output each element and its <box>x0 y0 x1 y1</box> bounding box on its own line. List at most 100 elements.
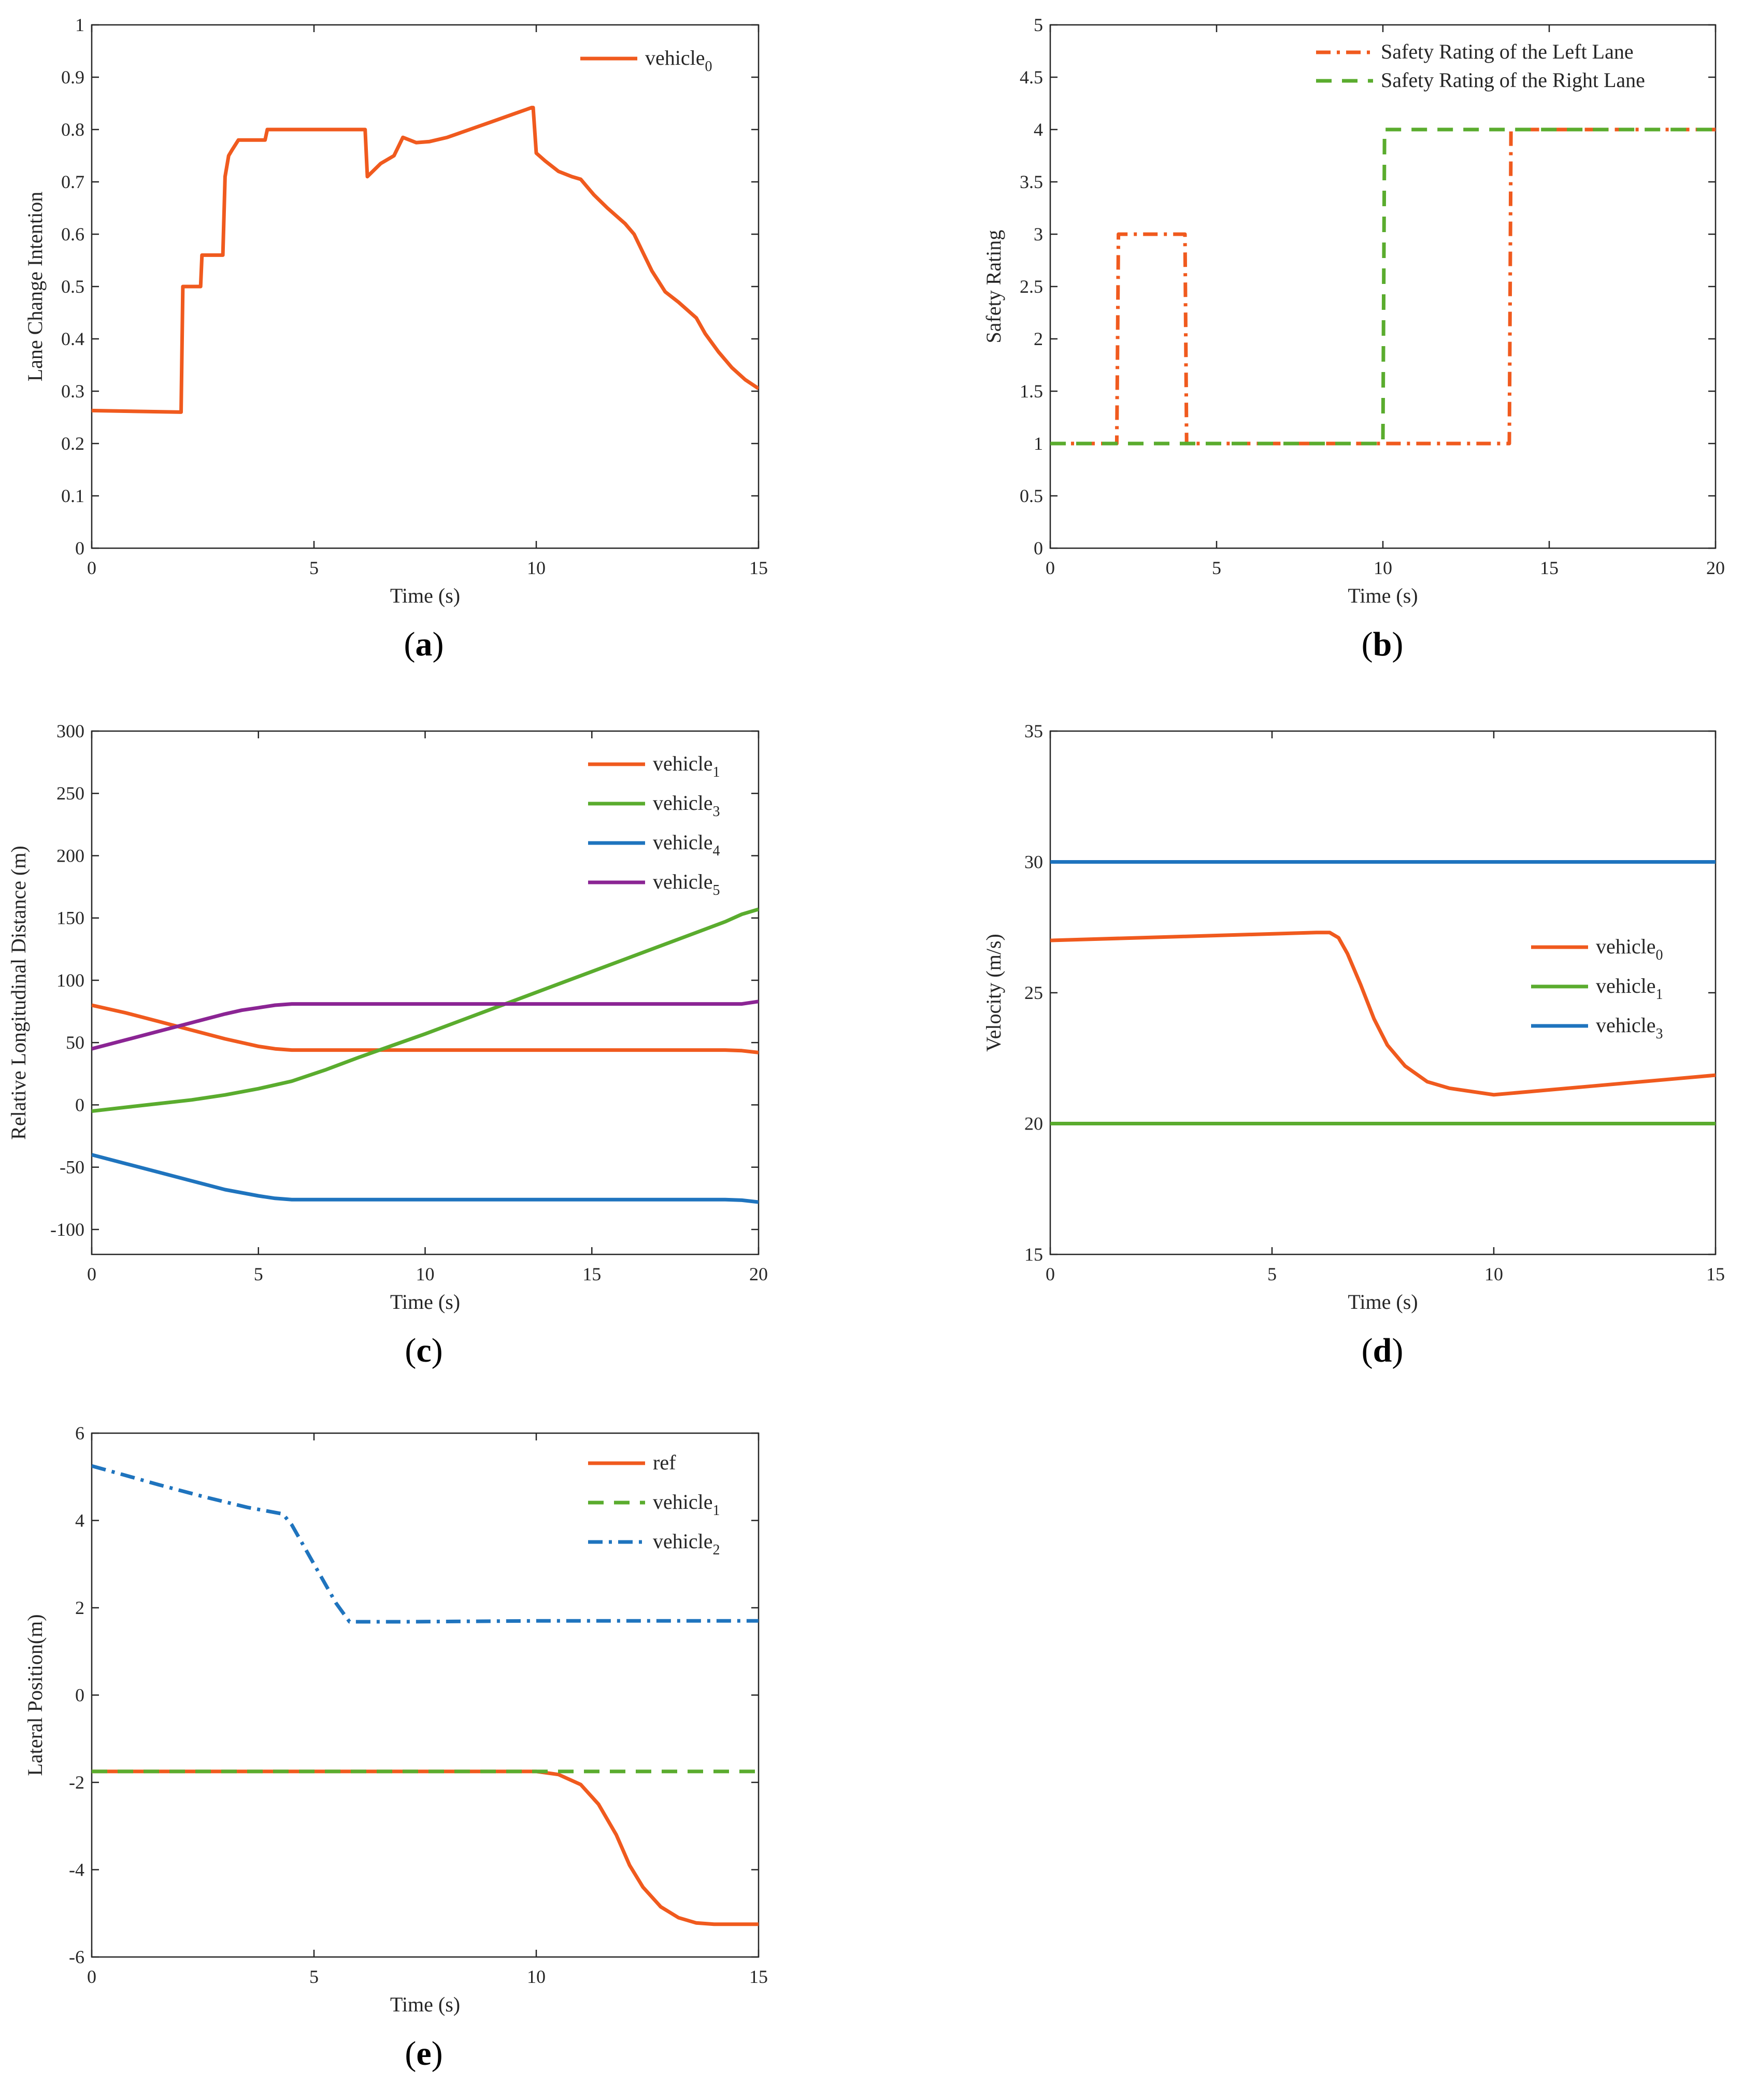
legend-entry: vehicle1 <box>653 1490 720 1519</box>
x-axis-label: Time (s) <box>1348 584 1418 607</box>
axes-box <box>1049 24 1717 549</box>
legend-entry: vehicle0 <box>645 46 712 75</box>
y-tick-label: 0.5 <box>61 276 84 297</box>
legend-entry-subscript: 1 <box>1656 987 1663 1003</box>
x-tick-label: 10 <box>1484 1264 1503 1284</box>
y-tick-label: 50 <box>66 1032 84 1053</box>
y-tick-label: 4 <box>75 1510 84 1531</box>
y-tick-label: -2 <box>69 1772 84 1793</box>
x-tick-label: 15 <box>749 558 768 578</box>
y-tick-label: -4 <box>69 1860 84 1880</box>
panel-caption: (a) <box>404 625 444 663</box>
x-tick-label: 10 <box>1374 558 1392 578</box>
legend-entry-name: vehicle <box>653 1490 713 1513</box>
legend-entry-name: vehicle <box>653 1530 713 1553</box>
y-tick-label: 6 <box>75 1423 84 1444</box>
caption-open-paren: ( <box>405 2035 416 2073</box>
legend-entry-subscript: 0 <box>1656 947 1663 963</box>
panel-e: 0 5 10 15 -6 -4 -2 0 2 4 6 Time (s) Lateral Position… <box>23 1423 768 2073</box>
y-tick-label: 30 <box>1024 852 1043 873</box>
legend-entry: vehicle5 <box>653 870 720 898</box>
x-tick-label: 20 <box>1706 558 1725 578</box>
y-tick-label: 0.8 <box>61 119 84 140</box>
y-tick-label: 150 <box>56 908 84 928</box>
x-axis-label: Time (s) <box>390 584 460 607</box>
x-tick-label: 20 <box>749 1264 768 1284</box>
y-tick-label: -6 <box>69 1947 84 1967</box>
y-tick-label: 2 <box>75 1597 84 1618</box>
y-tick-label: 0.9 <box>61 67 84 88</box>
legend-entry-subscript: 2 <box>713 1542 720 1558</box>
caption-close-paren: ) <box>432 1332 443 1369</box>
y-tick-label: 3 <box>1034 224 1043 245</box>
y-tick-label: 1 <box>75 15 84 35</box>
y-tick-label: 200 <box>56 845 84 866</box>
y-tick-label: 300 <box>56 721 84 741</box>
caption-letter: a <box>416 625 433 663</box>
y-tick-label: 0.6 <box>61 224 84 245</box>
series-line-vehicle3 <box>92 907 759 1113</box>
x-tick-label: 10 <box>527 1966 546 1987</box>
legend-entry-name: Safety Rating of the Left Lane <box>1381 40 1634 63</box>
x-tick-label: 15 <box>749 1966 768 1987</box>
legend-entry: vehicle1 <box>653 752 720 780</box>
x-tick-label: 5 <box>1212 558 1221 578</box>
y-tick-label: 3.5 <box>1020 172 1043 192</box>
caption-close-paren: ) <box>1392 1332 1403 1369</box>
series-line-vehicle5 <box>92 999 759 1051</box>
x-tick-label: 5 <box>254 1264 263 1284</box>
caption-letter: b <box>1373 625 1392 663</box>
legend-entry-subscript: 3 <box>1656 1026 1663 1042</box>
panel-caption: (e) <box>405 2035 442 2073</box>
legend-entry-name: vehicle <box>1596 1013 1656 1037</box>
legend-entry: ref <box>653 1451 676 1474</box>
x-tick-label: 15 <box>582 1264 601 1284</box>
y-tick-label: 0 <box>1034 538 1043 559</box>
legend-entry-name: vehicle <box>645 46 705 69</box>
panel-b: 0 5 10 15 20 0 0.5 1 1.5 2 2.5 3 3.5 4 4.5 5 Time (s) Saf… <box>982 15 1725 663</box>
y-tick-label: 1 <box>1034 433 1043 454</box>
y-tick-label: 4.5 <box>1020 67 1043 88</box>
y-tick-label: 4 <box>1034 119 1043 140</box>
y-tick-label: 0.1 <box>61 485 84 506</box>
legend-entry-name: vehicle <box>653 831 713 854</box>
y-tick-label: 0.7 <box>61 172 84 192</box>
series-line-vehicle0 <box>1050 931 1716 1097</box>
y-tick-label: 100 <box>56 970 84 991</box>
series-line-vehicle4 <box>92 1153 759 1204</box>
y-tick-label: 0 <box>75 538 84 559</box>
legend-entry-subscript: 4 <box>713 843 720 859</box>
caption-open-paren: ( <box>1362 625 1373 663</box>
x-tick-label: 0 <box>1046 1264 1055 1284</box>
y-tick-label: 5 <box>1034 15 1043 35</box>
y-axis-label: Velocity (m/s) <box>982 934 1005 1052</box>
legend-entry-name: Safety Rating of the Right Lane <box>1381 68 1645 92</box>
x-tick-label: 15 <box>1540 558 1559 578</box>
y-tick-label: 25 <box>1024 982 1043 1003</box>
y-axis-label: Lateral Position(m) <box>23 1614 47 1776</box>
x-tick-label: 10 <box>416 1264 435 1284</box>
x-tick-label: 0 <box>87 558 96 578</box>
x-tick-label: 10 <box>527 558 546 578</box>
y-tick-label: 35 <box>1024 721 1043 741</box>
legend-entry-subscript: 0 <box>705 59 712 75</box>
y-tick-label: 2.5 <box>1020 276 1043 297</box>
caption-letter: e <box>416 2035 431 2073</box>
legend-entry: vehicle3 <box>653 791 720 820</box>
x-tick-label: 15 <box>1706 1264 1725 1284</box>
caption-open-paren: ( <box>404 625 416 663</box>
legend-entry-name: vehicle <box>1596 974 1656 997</box>
panel-caption: (b) <box>1362 625 1404 663</box>
caption-letter: d <box>1373 1332 1392 1369</box>
caption-letter: c <box>416 1332 431 1369</box>
legend-entry-name: vehicle <box>653 870 713 893</box>
series-line-ref <box>92 1769 759 1926</box>
x-tick-label: 5 <box>1267 1264 1277 1284</box>
y-axis-label: Safety Rating <box>982 230 1005 344</box>
legend-entry-subscript: 1 <box>713 764 720 780</box>
legend-entry: vehicle2 <box>653 1530 720 1558</box>
y-axis-label: Relative Longitudinal Distance (m) <box>7 846 30 1140</box>
y-tick-label: 250 <box>56 783 84 804</box>
